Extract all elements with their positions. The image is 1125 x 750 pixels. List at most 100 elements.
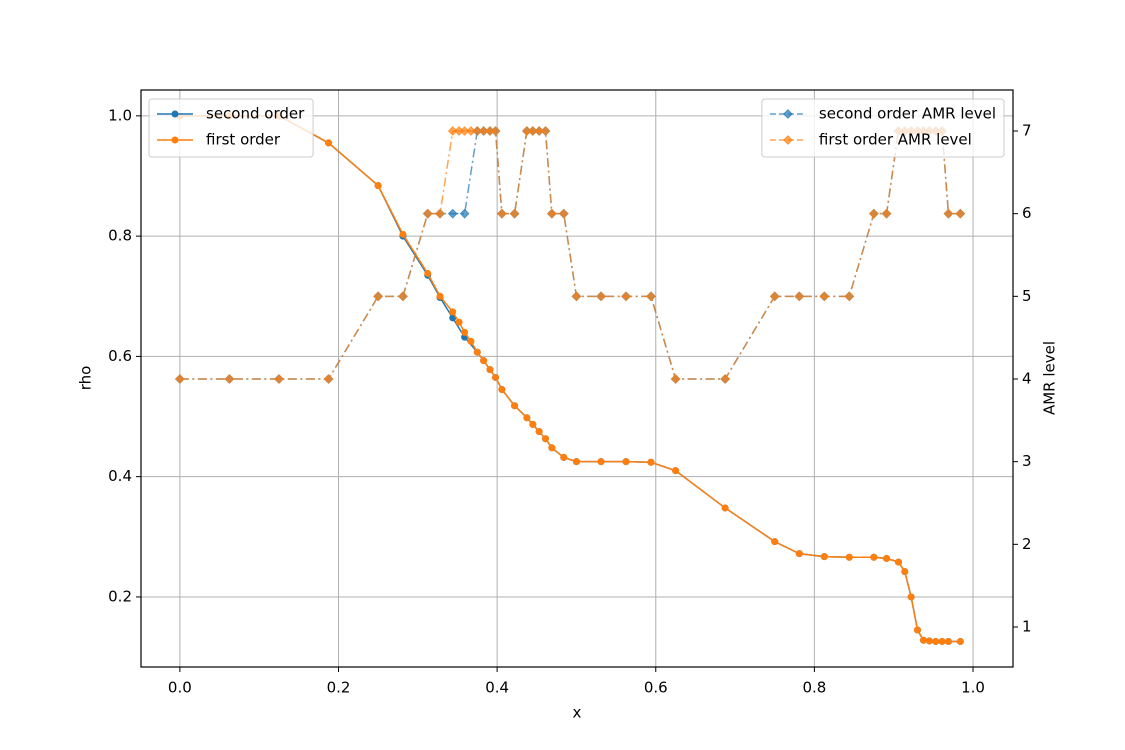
- circle-marker: [907, 593, 915, 601]
- diamond-marker: [819, 291, 830, 302]
- diamond-marker: [881, 208, 892, 219]
- y2-tick-label: 7: [1022, 122, 1032, 140]
- legend-entry: first order AMR level: [769, 131, 972, 149]
- legend-box: [761, 98, 1005, 158]
- circle-marker: [894, 558, 902, 566]
- diamond-marker: [794, 291, 805, 302]
- diamond-marker: [435, 208, 445, 219]
- circle-marker: [845, 553, 853, 561]
- circle-marker: [473, 348, 481, 356]
- y2-tick-label: 2: [1022, 535, 1032, 553]
- x-tick-label: 0.2: [327, 679, 351, 697]
- y-axis-label: rho: [77, 366, 95, 391]
- diamond-marker: [782, 135, 793, 145]
- diamond-marker: [459, 208, 470, 219]
- diamond-marker: [224, 374, 235, 384]
- diamond-marker: [490, 126, 501, 136]
- diamond-marker: [955, 208, 966, 219]
- circle-marker: [919, 636, 927, 644]
- circle-marker: [901, 568, 909, 576]
- circle-marker: [914, 626, 922, 634]
- circle-marker: [883, 554, 891, 562]
- circle-marker: [771, 538, 779, 546]
- circle-marker: [480, 357, 488, 365]
- y-tick-label: 1.0: [108, 106, 132, 124]
- circle-marker: [548, 444, 556, 452]
- circle-marker: [597, 458, 605, 466]
- legend-label: second order: [206, 105, 305, 123]
- x-tick-label: 0.8: [802, 679, 826, 697]
- circle-marker: [956, 637, 964, 645]
- diamond-marker: [540, 126, 551, 136]
- diamond-marker: [472, 126, 483, 136]
- diamond-marker: [782, 109, 793, 119]
- circle-marker: [572, 458, 580, 466]
- circle-marker: [944, 637, 952, 645]
- legend-label: first order: [206, 131, 281, 149]
- circle-marker: [449, 308, 457, 316]
- diamond-marker: [571, 291, 582, 302]
- circle-marker: [932, 637, 940, 645]
- circle-marker: [622, 458, 630, 466]
- diamond-marker: [596, 291, 606, 302]
- circle-marker: [436, 292, 444, 300]
- circle-marker: [492, 373, 500, 381]
- diamond-marker: [478, 126, 489, 136]
- diamond-marker: [844, 291, 855, 302]
- diamond-marker: [459, 126, 470, 136]
- diamond-marker: [466, 126, 476, 136]
- axes: 0.0 0.2 0.4 0.6 0.8 1.0 0.2 0.4 0.6 0.8 1.0 1 2 3 4 5 6 7: [108, 106, 1031, 696]
- circle-marker: [171, 110, 179, 118]
- circle-marker: [171, 136, 179, 144]
- diamond-marker: [447, 208, 458, 219]
- y2-tick-label: 3: [1022, 452, 1032, 470]
- circle-marker: [820, 553, 828, 561]
- diamond-marker: [646, 291, 656, 302]
- circle-marker: [523, 414, 531, 422]
- circle-marker: [542, 435, 550, 443]
- y-tick-label: 0.6: [108, 347, 132, 365]
- legends: second order first order second order AMR …: [148, 98, 1005, 158]
- circle-marker: [870, 553, 878, 561]
- x-tick-label: 0.6: [644, 679, 668, 697]
- legend-entry: first order: [157, 131, 281, 149]
- diamond-marker: [769, 291, 780, 302]
- diamond-marker: [398, 291, 408, 302]
- legend: second order first order: [148, 98, 314, 158]
- legend-label: first order AMR level: [819, 131, 972, 149]
- diamond-marker: [496, 208, 507, 219]
- circle-marker: [511, 402, 519, 410]
- y2-tick-label: 1: [1022, 617, 1032, 635]
- diamond-marker: [447, 126, 458, 136]
- circle-marker: [455, 318, 463, 326]
- y-tick-label: 0.4: [108, 467, 132, 485]
- y2-tick-label: 6: [1022, 204, 1032, 222]
- circle-marker: [424, 269, 432, 277]
- diamond-marker: [373, 291, 384, 302]
- legend-entry: second order: [157, 105, 305, 123]
- circle-marker: [529, 420, 537, 428]
- circle-marker: [672, 467, 680, 475]
- diamond-marker: [670, 374, 681, 384]
- circle-marker: [647, 458, 655, 466]
- diamond-marker: [174, 374, 185, 384]
- diamond-marker: [527, 126, 538, 136]
- legend-entry: second order AMR level: [769, 105, 996, 123]
- diamond-marker: [422, 208, 433, 219]
- x-tick-label: 0.0: [168, 679, 192, 697]
- diamond-marker: [943, 208, 954, 219]
- legend-label: second order AMR level: [819, 105, 996, 123]
- diamond-marker: [621, 291, 631, 302]
- y2-axis-label: AMR level: [1041, 341, 1059, 415]
- x-tick-label: 0.4: [485, 679, 509, 697]
- diamond-marker: [274, 374, 284, 384]
- diamond-marker: [509, 208, 520, 219]
- y2-tick-label: 4: [1022, 369, 1032, 387]
- circle-marker: [498, 385, 506, 393]
- circle-marker: [560, 453, 568, 461]
- y2-tick-label: 5: [1022, 287, 1032, 305]
- diamond-marker: [534, 126, 545, 136]
- y-tick-label: 0.2: [108, 587, 132, 605]
- x-tick-label: 1.0: [961, 679, 985, 697]
